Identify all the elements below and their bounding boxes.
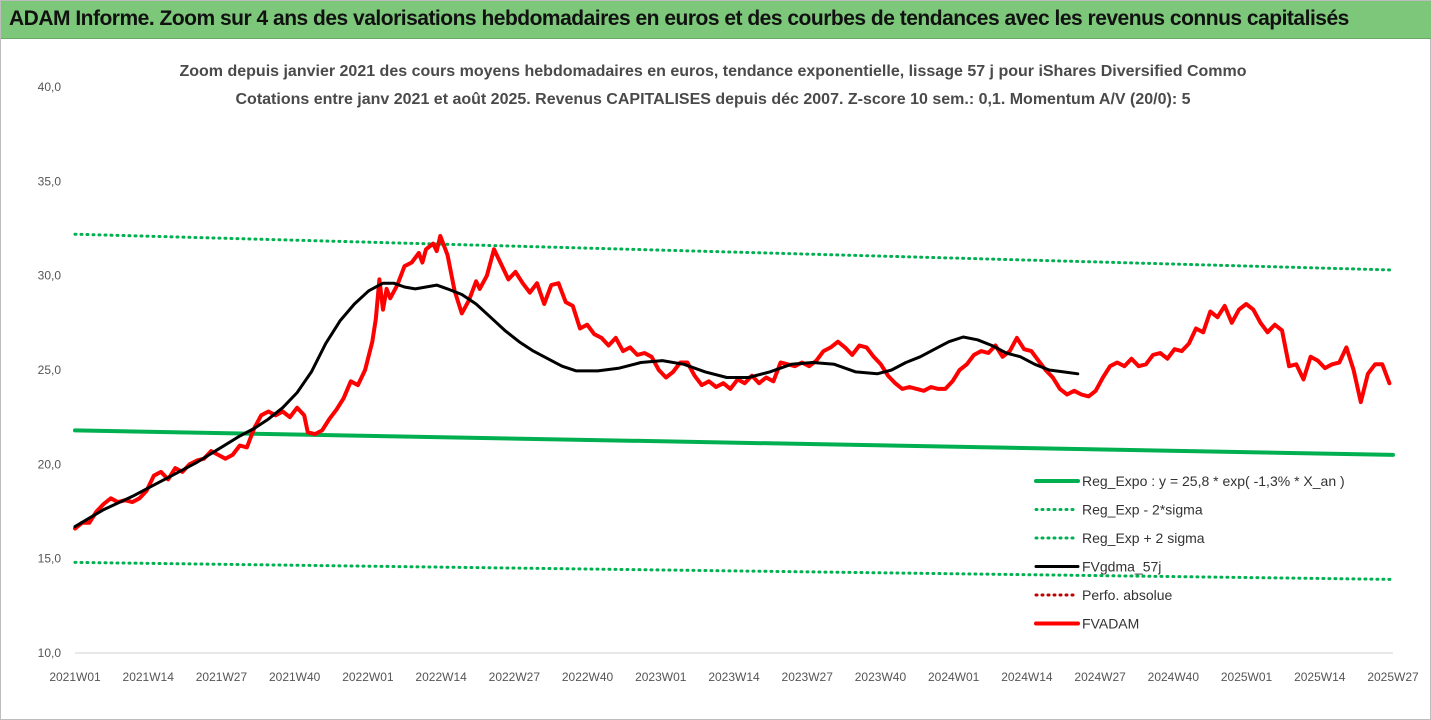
legend-label: FVADAM: [1082, 616, 1139, 632]
x-tick-label: 2022W40: [562, 670, 614, 684]
x-tick-label: 2022W27: [489, 670, 541, 684]
x-tick-label: 2021W01: [49, 670, 101, 684]
series-line: [73, 428, 1395, 457]
x-tick-label: 2021W27: [196, 670, 248, 684]
x-tick-label: 2025W27: [1367, 670, 1419, 684]
series-line: [73, 560, 1395, 581]
x-tick-label: 2024W01: [928, 670, 980, 684]
banner-title: ADAM Informe. Zoom sur 4 ans des valoris…: [9, 7, 1349, 30]
y-tick-label: 30,0: [38, 269, 62, 283]
x-tick-label: 2025W14: [1294, 670, 1346, 684]
x-tick-label: 2023W40: [855, 670, 907, 684]
legend-label: Reg_Exp - 2*sigma: [1082, 502, 1203, 518]
legend: Reg_Expo : y = 25,8 * exp( -1,3% * X_an …: [1034, 473, 1345, 632]
series-line: [73, 232, 1395, 272]
x-tick-label: 2025W01: [1221, 670, 1273, 684]
x-tick-label: 2024W40: [1148, 670, 1200, 684]
legend-label: Reg_Exp + 2 sigma: [1082, 530, 1205, 546]
x-tick-label: 2023W01: [635, 670, 687, 684]
x-tick-label: 2023W14: [708, 670, 760, 684]
y-tick-label: 35,0: [38, 174, 62, 188]
y-axis: 10,0 15,0 20,0 25,0 30,0 35,0 40,0: [38, 80, 62, 660]
series-line: [73, 234, 1392, 531]
y-tick-label: 10,0: [38, 646, 62, 660]
chart-svg: Zoom depuis janvier 2021 des cours moyen…: [38, 63, 1419, 684]
series-line: [73, 281, 1080, 529]
chart-subtitle: Cotations entre janv 2021 et août 2025. …: [236, 91, 1191, 108]
x-tick-label: 2024W27: [1074, 670, 1126, 684]
plot-area: [73, 232, 1395, 581]
y-tick-label: 40,0: [38, 80, 62, 94]
x-axis: 2021W01 2021W14 2021W27 2021W40 2022W01 2022W…: [49, 652, 1419, 684]
y-tick-label: 15,0: [38, 552, 62, 566]
legend-label: Reg_Expo : y = 25,8 * exp( -1,3% * X_an …: [1082, 473, 1345, 489]
header-banner: ADAM Informe. Zoom sur 4 ans des valoris…: [1, 1, 1431, 39]
legend-label: FVgdma_57j: [1082, 559, 1161, 575]
x-tick-label: 2022W01: [342, 670, 394, 684]
legend-label: Perfo. absolue: [1082, 587, 1172, 603]
x-tick-label: 2022W14: [415, 670, 467, 684]
x-tick-label: 2024W14: [1001, 670, 1053, 684]
chart-title: Zoom depuis janvier 2021 des cours moyen…: [179, 63, 1246, 80]
x-tick-label: 2021W40: [269, 670, 321, 684]
x-tick-label: 2021W14: [123, 670, 175, 684]
x-tick-label: 2023W27: [782, 670, 834, 684]
y-tick-label: 20,0: [38, 457, 62, 471]
y-tick-label: 25,0: [38, 363, 62, 377]
